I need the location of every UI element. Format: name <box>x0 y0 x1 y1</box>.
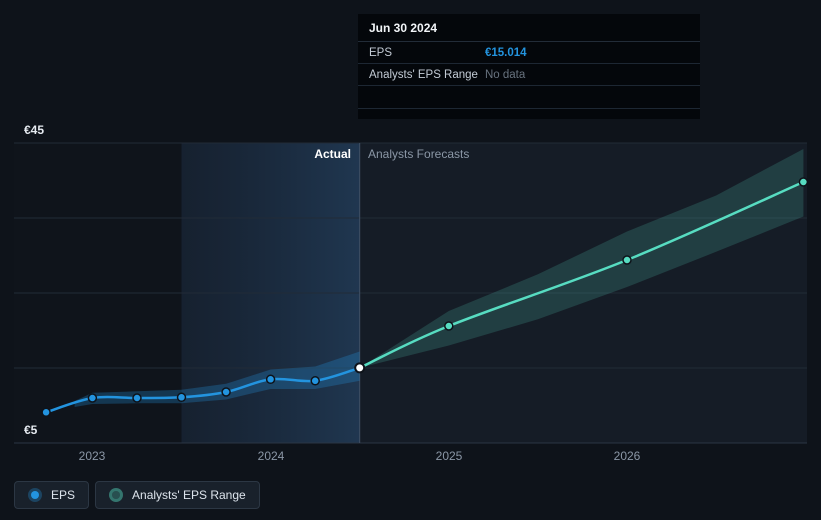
analysts-range-icon <box>112 491 121 499</box>
selected-point-marker[interactable] <box>354 362 366 374</box>
series-line <box>358 180 805 370</box>
legend-analysts-eps-range[interactable]: Analysts' EPS Range <box>95 481 260 509</box>
eps-series-icon <box>31 491 39 499</box>
tooltip-range-label: Analysts' EPS Range <box>369 68 478 81</box>
tooltip-date: Jun 30 2024 <box>358 14 700 42</box>
data-point-marker[interactable] <box>132 393 142 403</box>
tooltip-eps-label: EPS <box>369 46 393 59</box>
data-point-marker[interactable] <box>622 255 632 265</box>
chart-tooltip: Jun 30 2024 EPS €15.014 Analysts' EPS Ra… <box>358 14 700 119</box>
data-point-marker[interactable] <box>87 393 98 403</box>
legend-range-label: Analysts' EPS Range <box>132 488 246 502</box>
tooltip-row-analysts-range: Analysts' EPS Range No data <box>358 64 700 86</box>
legend-eps-label: EPS <box>51 488 76 502</box>
range-band <box>359 149 804 368</box>
data-point-marker[interactable] <box>265 374 276 385</box>
annotation-analysts-forecasts: Analysts Forecasts <box>368 147 470 161</box>
x-tick-label: 2026 <box>613 449 641 463</box>
data-point-marker[interactable] <box>221 387 231 397</box>
legend-eps[interactable]: EPS <box>14 481 90 509</box>
data-point-marker[interactable] <box>310 376 320 386</box>
data-point-marker[interactable] <box>444 321 454 331</box>
tooltip-row-eps: EPS €15.014 <box>358 42 700 64</box>
data-point-marker[interactable] <box>798 177 809 187</box>
x-tick-label: 2025 <box>435 449 463 463</box>
x-tick-label: 2023 <box>78 449 106 463</box>
data-point-marker[interactable] <box>41 407 51 418</box>
y-axis-label-top: €45 <box>24 123 45 137</box>
data-point-marker[interactable] <box>176 392 187 403</box>
tooltip-divider <box>358 108 700 109</box>
chart-legend: EPS Analysts' EPS Range <box>14 481 260 509</box>
tooltip-eps-value: €15.014 <box>485 46 527 59</box>
y-axis-label-bottom: €5 <box>24 423 38 437</box>
annotation-actual: Actual <box>314 147 351 161</box>
tooltip-range-value: No data <box>485 68 526 81</box>
x-tick-label: 2024 <box>257 449 285 463</box>
range-band <box>74 351 360 407</box>
